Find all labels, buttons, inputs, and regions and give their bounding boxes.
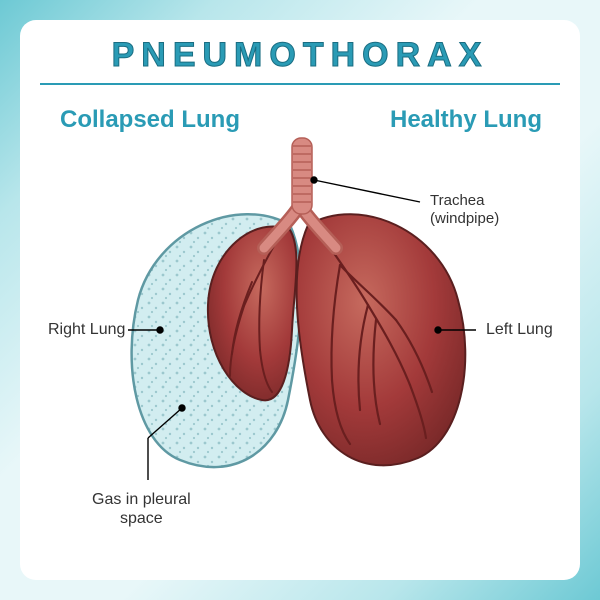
collapsed-lung [208, 227, 297, 401]
label-gas: Gas in pleural space [92, 490, 191, 528]
trachea [292, 138, 312, 214]
label-right-lung: Right Lung [48, 320, 125, 339]
label-left-lung: Left Lung [486, 320, 553, 339]
label-gas-line2: space [120, 510, 163, 527]
label-trachea: Trachea (windpipe) [430, 192, 499, 228]
label-trachea-line1: Trachea [430, 192, 484, 209]
card: PNEUMOTHORAX Collapsed Lung Healthy Lung… [20, 20, 580, 580]
page-title: PNEUMOTHORAX [40, 36, 560, 75]
vessels-left [316, 228, 432, 444]
healthy-lung [297, 214, 466, 465]
label-trachea-line2: (windpipe) [430, 210, 499, 227]
background-frame: PNEUMOTHORAX Collapsed Lung Healthy Lung… [0, 0, 600, 600]
subtitle-healthy: Healthy Lung [390, 106, 542, 134]
vessels-right [230, 232, 282, 392]
label-gas-line1: Gas in pleural [92, 491, 191, 508]
bronchi [264, 208, 336, 248]
pleural-space [132, 214, 302, 467]
subtitle-collapsed: Collapsed Lung [60, 106, 240, 134]
title-rule [40, 83, 560, 85]
callouts [128, 177, 476, 480]
